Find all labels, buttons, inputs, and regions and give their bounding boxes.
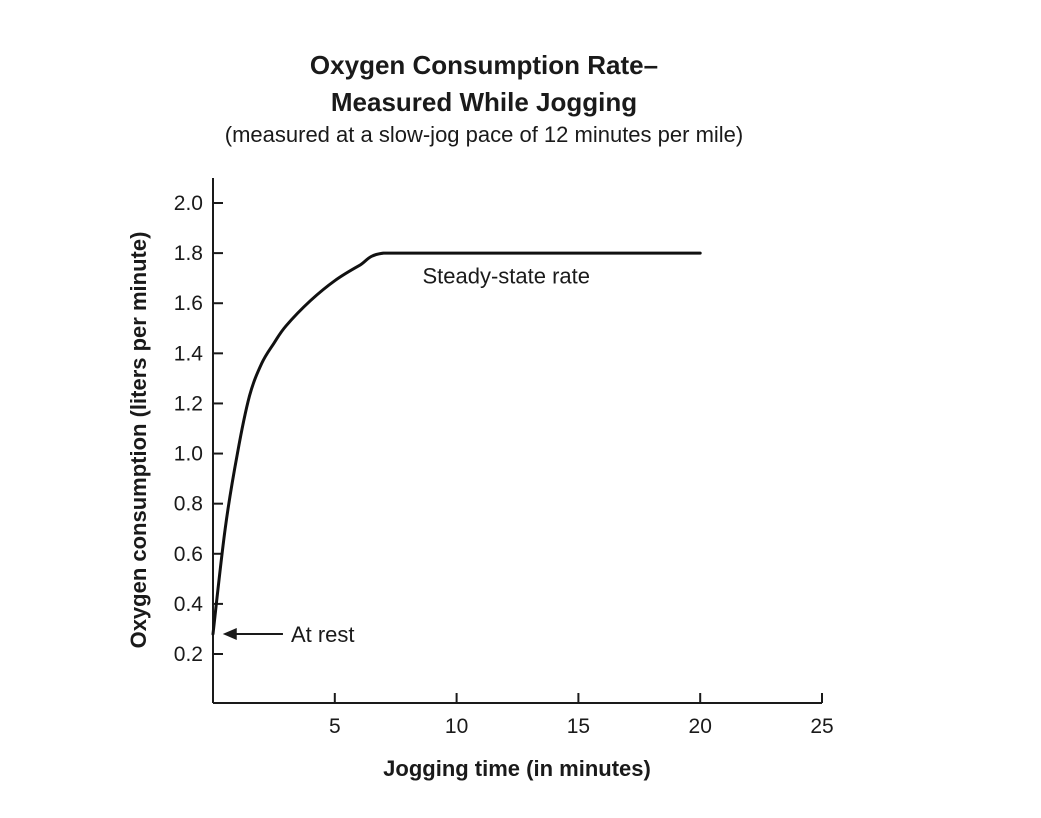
series-layer bbox=[211, 251, 702, 636]
chart-title-line-2: Measured While Jogging bbox=[330, 87, 638, 117]
x-tick-label: 20 bbox=[689, 715, 712, 738]
y-tick-label: 0.4 bbox=[174, 593, 204, 616]
x-tick-label: 15 bbox=[567, 715, 590, 738]
y-tick-label: 0.8 bbox=[174, 493, 203, 516]
series-line-0 bbox=[211, 251, 702, 636]
chart-title-line-1: Oxygen Consumption Rate– bbox=[309, 50, 659, 80]
annotation-label: Steady-state rate bbox=[422, 264, 590, 289]
x-tick-label: 10 bbox=[445, 715, 468, 738]
y-tick-label: 1.8 bbox=[174, 242, 203, 265]
y-tick-label: 1.4 bbox=[174, 342, 204, 365]
annotation-arrow-head bbox=[222, 627, 237, 640]
axes: 0.2 0.4 0.6 0.8 1.0 1.2 1.4 1.6 1.8 2.0 5 10 15 20 25 bbox=[174, 178, 834, 738]
y-tick-label: 1.6 bbox=[174, 292, 203, 315]
y-tick-label: 2.0 bbox=[174, 192, 203, 215]
y-tick-label: 1.0 bbox=[174, 443, 203, 466]
chart-subtitle: (measured at a slow-jog pace of 12 minut… bbox=[224, 122, 744, 147]
annotation-label: At rest bbox=[291, 622, 355, 647]
y-tick-label: 1.2 bbox=[174, 392, 203, 415]
annotations: Steady-state rate At rest bbox=[222, 264, 590, 647]
x-tick-label: 5 bbox=[329, 715, 341, 738]
x-axis-label: Jogging time (in minutes) bbox=[383, 756, 651, 781]
y-tick-label: 0.2 bbox=[174, 643, 203, 666]
y-tick-label: 0.6 bbox=[174, 543, 203, 566]
x-tick-label: 25 bbox=[810, 715, 833, 738]
y-axis-label: Oxygen consumption (liters per minute) bbox=[126, 232, 151, 649]
